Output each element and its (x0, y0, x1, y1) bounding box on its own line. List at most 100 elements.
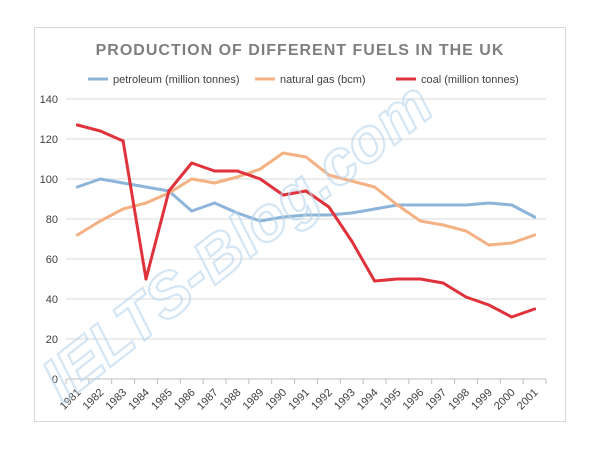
data-point (327, 173, 331, 177)
data-point (304, 155, 308, 159)
x-tick-label: 1989 (241, 387, 267, 413)
chart-title: PRODUCTION OF DIFFERENT FUELS IN THE UK (96, 42, 505, 59)
x-tick-label: 1992 (309, 387, 335, 413)
x-tick-label: 1994 (355, 387, 381, 413)
x-tick-label: 2000 (492, 387, 518, 413)
y-tick-label: 80 (46, 214, 58, 226)
data-point (327, 205, 331, 209)
data-point (327, 213, 331, 217)
x-tick-label: 1981 (58, 387, 84, 413)
series-0 (75, 177, 537, 223)
data-point (350, 179, 354, 183)
x-tick-label: 1995 (378, 387, 404, 413)
data-point (281, 151, 285, 155)
x-axis-tick-labels: 1981198219831984198519861987198819891990… (58, 387, 541, 413)
data-point (258, 219, 262, 223)
data-point (190, 161, 194, 165)
data-point (418, 219, 422, 223)
x-axis (65, 378, 547, 384)
data-point (487, 201, 491, 205)
data-point (258, 177, 262, 181)
data-point (350, 239, 354, 243)
data-point (418, 203, 422, 207)
x-tick-label: 2001 (515, 387, 541, 413)
data-point (144, 277, 148, 281)
data-point (510, 203, 514, 207)
data-point (441, 223, 445, 227)
data-point (213, 181, 217, 185)
x-tick-label: 1993 (332, 387, 358, 413)
data-point (75, 123, 79, 127)
series-2 (75, 123, 537, 319)
data-point (235, 211, 239, 215)
x-tick-label: 1983 (103, 387, 129, 413)
data-point (98, 129, 102, 133)
x-tick-label: 1998 (446, 387, 472, 413)
data-point (213, 169, 217, 173)
data-point (533, 215, 537, 219)
data-point (487, 243, 491, 247)
x-tick-label: 1997 (423, 387, 449, 413)
y-axis-tick-labels: 0 20 40 60 80 100 120 140 (40, 94, 58, 386)
gridlines (66, 98, 546, 340)
data-point (304, 213, 308, 217)
data-point (350, 211, 354, 215)
x-tick-label: 1991 (286, 387, 312, 413)
data-point (167, 189, 171, 193)
data-point (281, 193, 285, 197)
series-1 (75, 151, 537, 247)
data-point (464, 203, 468, 207)
data-point (75, 233, 79, 237)
data-point (213, 201, 217, 205)
data-point (464, 229, 468, 233)
data-point (510, 241, 514, 245)
data-point (190, 209, 194, 213)
data-point (121, 181, 125, 185)
x-tick-label: 1986 (172, 387, 198, 413)
data-point (75, 185, 79, 189)
data-point (235, 175, 239, 179)
y-tick-label: 140 (40, 94, 58, 106)
data-point (533, 307, 537, 311)
y-tick-label: 120 (40, 134, 58, 146)
x-tick-label: 1982 (81, 387, 107, 413)
data-point (533, 233, 537, 237)
data-point (373, 279, 377, 283)
x-tick-label: 1990 (263, 387, 289, 413)
data-point (98, 219, 102, 223)
x-tick-label: 1984 (126, 387, 152, 413)
data-point (441, 203, 445, 207)
x-tick-label: 1988 (218, 387, 244, 413)
data-point (373, 185, 377, 189)
y-tick-label: 40 (46, 294, 58, 306)
data-point (373, 207, 377, 211)
legend-label: natural gas (bcm) (280, 74, 366, 86)
data-point (258, 167, 262, 171)
data-point (144, 201, 148, 205)
x-tick-label: 1987 (195, 387, 221, 413)
data-point (510, 315, 514, 319)
data-point (190, 177, 194, 181)
x-tick-label: 1999 (469, 387, 495, 413)
data-point (441, 281, 445, 285)
data-point (121, 207, 125, 211)
data-point (281, 215, 285, 219)
chart-area (34, 27, 566, 422)
series-lines (75, 123, 537, 319)
data-point (121, 139, 125, 143)
data-point (395, 203, 399, 207)
data-point (98, 177, 102, 181)
data-point (487, 303, 491, 307)
legend: petroleum (million tonnes) natural gas (b… (88, 74, 519, 86)
y-tick-label: 100 (40, 174, 58, 186)
data-point (235, 169, 239, 173)
data-point (395, 277, 399, 281)
y-tick-label: 60 (46, 254, 58, 266)
y-tick-label: 0 (52, 374, 58, 386)
x-tick-label: 1996 (401, 387, 427, 413)
x-tick-label: 1985 (149, 387, 175, 413)
legend-label: petroleum (million tonnes) (113, 74, 240, 86)
data-point (304, 189, 308, 193)
series-line (75, 123, 537, 319)
